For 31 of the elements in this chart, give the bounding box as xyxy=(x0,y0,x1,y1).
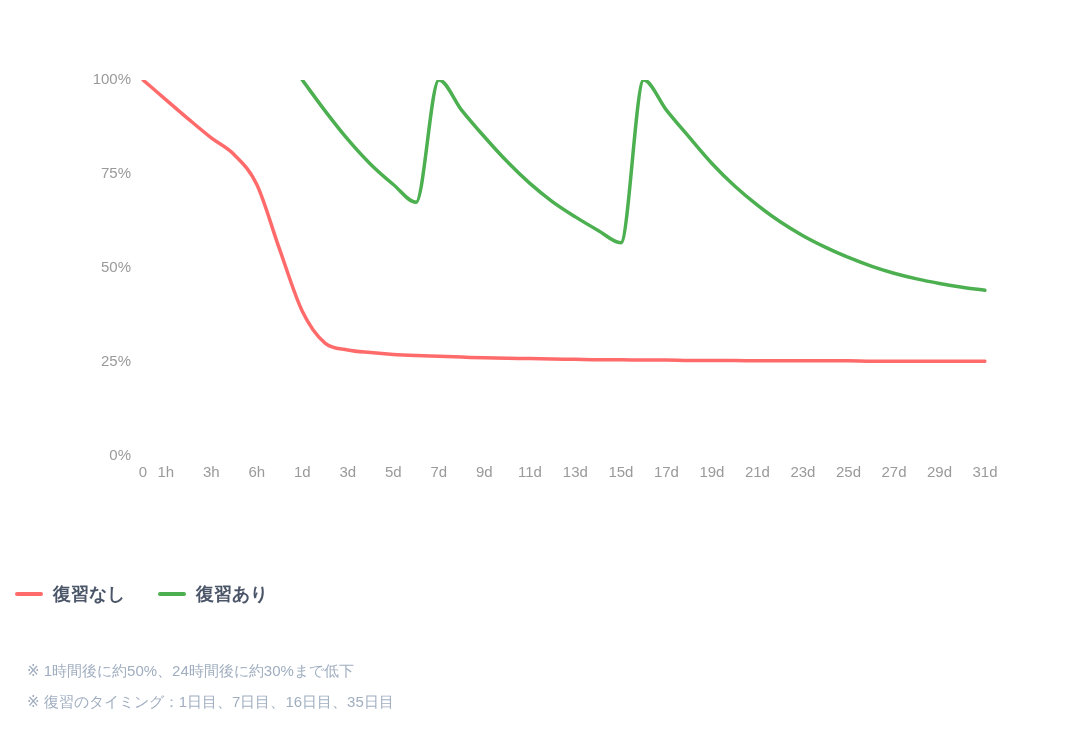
x-tick-label: 21d xyxy=(744,463,770,481)
legend-label: 復習なし xyxy=(53,583,125,606)
x-tick-label: 11d xyxy=(517,463,542,481)
x-tick-label: 6h xyxy=(248,463,266,481)
x-tick-label: 5d xyxy=(384,463,402,481)
x-tick-label: 15d xyxy=(608,463,634,481)
x-tick-label: 3h xyxy=(202,463,220,481)
y-tick-label: 50% xyxy=(100,258,131,276)
x-tick-label: 9d xyxy=(476,463,493,481)
text: ※ 復習のタイミング：1日目、7日目、16日目、35日目 xyxy=(27,692,394,712)
x-tick-label: 23d xyxy=(790,463,816,481)
x-tick-label: 13d xyxy=(562,463,588,481)
line-series xyxy=(300,80,987,292)
line-series xyxy=(141,80,987,363)
y-tick-label: 75% xyxy=(100,164,131,182)
x-tick-label: 27d xyxy=(881,463,907,481)
text: ※ 1時間後に約50%、24時間後に約30%まで低下 xyxy=(27,661,355,681)
x-tick-label: 1d xyxy=(293,463,311,481)
y-tick-label: 100% xyxy=(92,70,131,88)
x-tick-label: 19d xyxy=(699,463,725,481)
y-tick-label: 0% xyxy=(109,446,131,464)
x-tick-label: 7d xyxy=(430,463,448,481)
x-tick-label: 31d xyxy=(972,463,998,481)
x-tick-label: 29d xyxy=(926,463,952,481)
legend-label: 復習あり xyxy=(196,583,268,606)
y-tick-label: 25% xyxy=(100,352,131,370)
x-tick-label: 1h xyxy=(157,463,175,481)
x-tick-label: 0 xyxy=(138,463,148,481)
x-tick-label: 3d xyxy=(339,463,357,481)
x-tick-label: 25d xyxy=(835,463,861,481)
x-tick-label: 17d xyxy=(653,463,679,481)
